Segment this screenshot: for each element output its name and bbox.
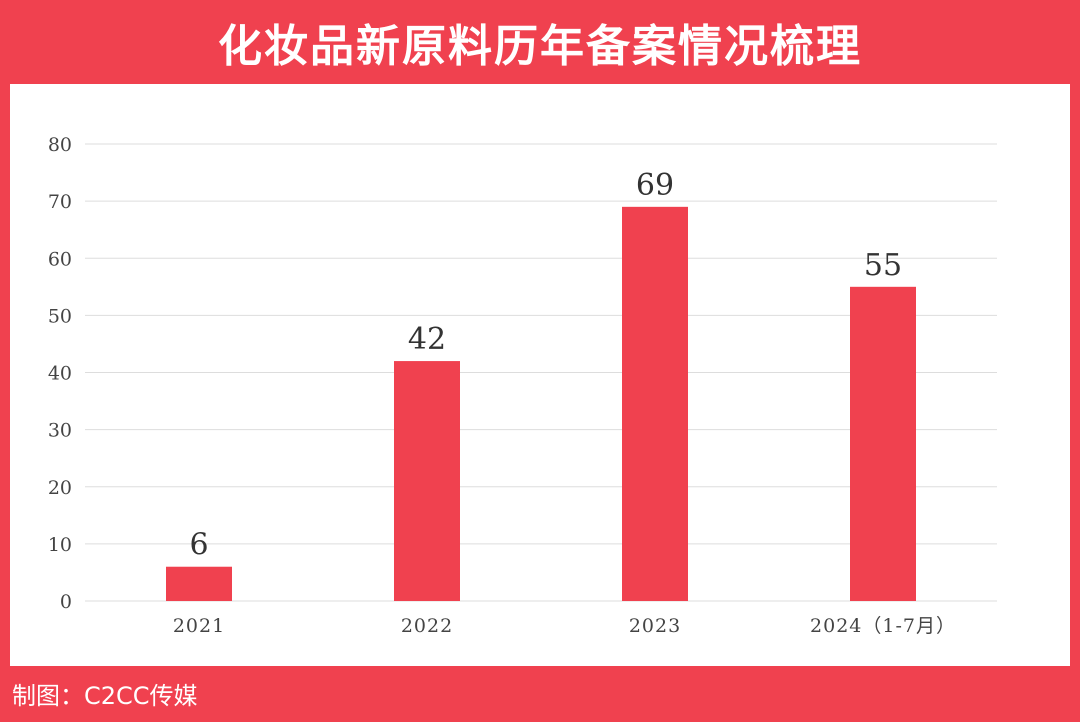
y-tick-label: 30 bbox=[48, 420, 72, 442]
y-tick-label: 40 bbox=[48, 363, 72, 385]
y-tick-label: 80 bbox=[48, 134, 72, 156]
y-tick-label: 20 bbox=[48, 477, 72, 499]
data-label: 42 bbox=[408, 322, 446, 357]
y-tick-label: 10 bbox=[48, 534, 72, 556]
x-tick-label: 2023 bbox=[629, 615, 681, 637]
y-tick-label: 0 bbox=[60, 591, 72, 613]
title-bar: 化妆品新原料历年备案情况梳理 bbox=[0, 0, 1080, 84]
chart-panel: 0 10 20 30 40 50 60 70 80 6 2021 42 2022 69 2023 55 2024… bbox=[10, 84, 1070, 666]
y-tick-label: 70 bbox=[48, 191, 72, 213]
y-tick-label: 60 bbox=[48, 248, 72, 270]
y-tick-label: 50 bbox=[48, 305, 72, 327]
bar-3 bbox=[622, 206, 688, 601]
bar-1 bbox=[166, 566, 232, 601]
chart-title: 化妆品新原料历年备案情况梳理 bbox=[218, 21, 862, 72]
bar-4 bbox=[850, 286, 916, 601]
x-tick-label: 2024（1-7月） bbox=[810, 615, 956, 637]
bar-2 bbox=[394, 361, 460, 601]
bar-chart: 0 10 20 30 40 50 60 70 80 6 2021 42 2022 69 2023 55 2024… bbox=[48, 134, 997, 637]
data-label: 69 bbox=[636, 168, 674, 203]
source-credit: 制图：C2CC传媒 bbox=[12, 682, 198, 710]
x-tick-label: 2022 bbox=[401, 615, 453, 637]
data-label: 55 bbox=[864, 248, 902, 283]
x-tick-label: 2021 bbox=[173, 615, 225, 637]
data-label: 6 bbox=[189, 528, 208, 563]
